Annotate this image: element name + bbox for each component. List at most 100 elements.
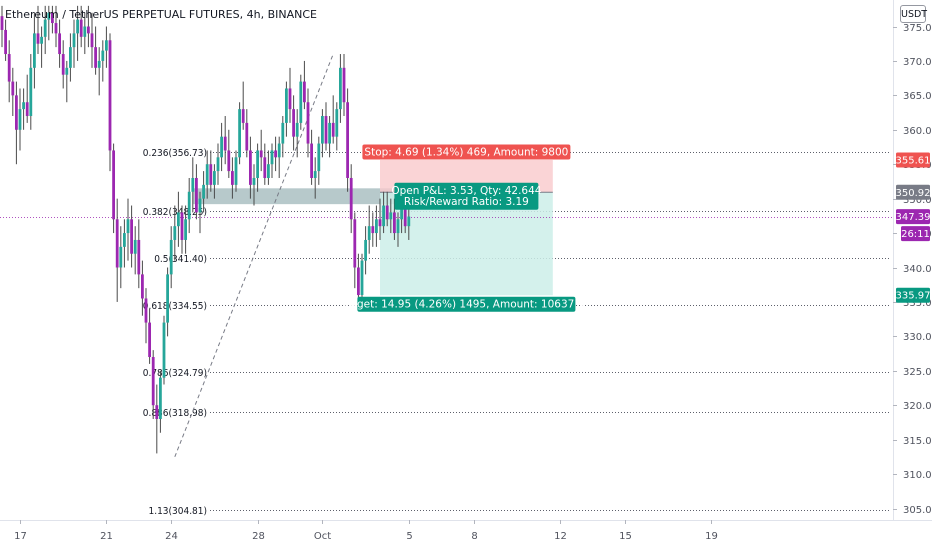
candle[interactable] [22,88,25,130]
candle[interactable] [155,384,159,454]
candle[interactable] [101,40,105,82]
candle[interactable] [7,40,11,103]
candle[interactable] [173,205,177,261]
price-tag[interactable]: 350.92 [896,184,931,200]
candle[interactable] [407,205,411,240]
candle[interactable] [115,198,119,302]
candle[interactable] [367,205,371,254]
candle[interactable] [94,26,97,75]
candle[interactable] [202,171,205,213]
candle[interactable] [159,370,162,433]
candle[interactable] [317,136,321,185]
candle[interactable] [47,5,51,41]
candle[interactable] [112,143,115,234]
candle[interactable] [382,191,385,234]
candle[interactable] [40,26,43,68]
currency-button[interactable]: USDT [900,5,927,23]
candle[interactable] [43,5,47,55]
candle[interactable] [342,54,346,117]
candle[interactable] [162,315,166,385]
candle[interactable] [306,88,310,158]
candle[interactable] [256,143,259,192]
candle[interactable] [180,205,184,254]
candle[interactable] [137,219,141,289]
candle[interactable] [90,12,94,68]
candle[interactable] [4,19,7,61]
candle[interactable] [69,33,72,82]
candle[interactable] [79,5,83,48]
candle[interactable] [11,67,15,117]
candle[interactable] [378,198,382,240]
candle[interactable] [184,205,187,254]
candle[interactable] [335,102,339,151]
candle[interactable] [83,12,87,55]
candle[interactable] [33,12,36,89]
candle[interactable] [54,5,58,48]
candle[interactable] [25,74,29,123]
candle[interactable] [267,150,270,185]
candle[interactable] [364,226,367,275]
candle[interactable] [259,129,263,172]
candle[interactable] [151,350,155,419]
candle[interactable] [61,40,65,89]
candle[interactable] [119,226,123,289]
candle[interactable] [292,95,295,151]
candle[interactable] [238,102,241,165]
price-tag[interactable]: 335.97 [896,287,931,303]
candle[interactable] [389,198,393,234]
candle[interactable] [166,267,169,337]
position-target-label[interactable]: Target: 14.95 (4.26%) 1495, Amount: 1063… [341,296,591,312]
candle[interactable] [241,81,245,130]
candle[interactable] [245,109,249,158]
price-axis[interactable] [893,0,932,550]
price-tag[interactable]: 347.39 [896,209,931,225]
candle[interactable] [195,164,198,220]
candle[interactable] [141,260,144,316]
candle[interactable] [331,95,335,144]
candle[interactable] [133,226,137,275]
candle[interactable] [349,164,353,234]
candle[interactable] [144,288,148,344]
candle[interactable] [328,116,331,158]
candle[interactable] [15,81,18,165]
candle[interactable] [169,226,173,289]
candle[interactable] [130,205,133,268]
candle[interactable] [213,164,216,199]
candle[interactable] [231,157,234,199]
candle[interactable] [303,60,306,110]
candle[interactable] [396,212,400,247]
candle[interactable] [277,136,281,178]
candle[interactable] [339,54,342,123]
candle[interactable] [360,253,364,302]
candle[interactable] [274,136,277,172]
candle[interactable] [249,136,252,199]
candle[interactable] [72,19,76,68]
candle[interactable] [187,177,191,234]
candle[interactable] [205,150,209,199]
candle[interactable] [87,5,90,48]
candle[interactable] [216,143,220,185]
candle[interactable] [148,308,151,364]
candle[interactable] [227,129,231,178]
candle[interactable] [105,26,108,68]
candle[interactable] [252,164,256,206]
candle[interactable] [313,157,317,199]
candle[interactable] [18,88,22,151]
candle[interactable] [353,212,357,289]
candle[interactable] [371,212,375,247]
candle[interactable] [281,116,285,158]
candle[interactable] [288,67,292,123]
candle[interactable] [346,88,349,192]
candle[interactable] [285,81,288,137]
candle[interactable] [191,157,195,213]
candle[interactable] [324,102,328,151]
candle[interactable] [263,143,267,185]
candle[interactable] [0,5,4,48]
candle[interactable] [76,5,79,61]
position-stop-label[interactable]: Stop: 4.69 (1.34%) 469, Amount: 9800 [362,144,571,160]
candle[interactable] [234,150,238,192]
candle[interactable] [295,109,299,158]
price-tag[interactable]: 355.61 [896,152,931,168]
